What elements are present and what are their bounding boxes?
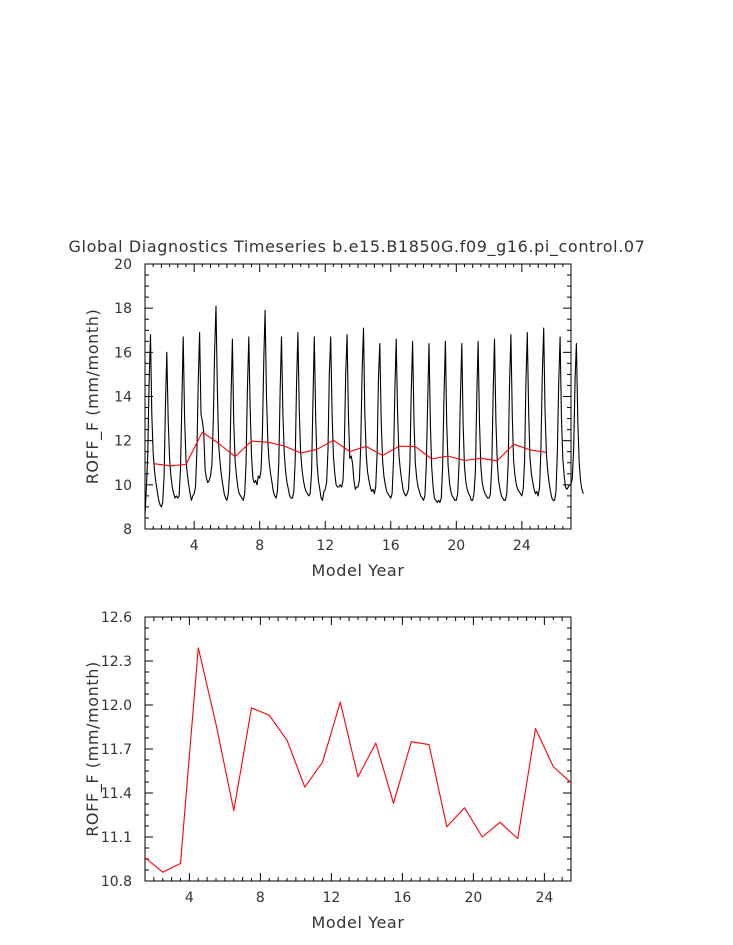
top-x-axis-label: Model Year bbox=[312, 561, 405, 580]
top-y-tick-label: 14 bbox=[114, 390, 132, 406]
bottom-x-tick-label: 4 bbox=[185, 890, 194, 906]
bottom-y-tick-label: 11.4 bbox=[101, 786, 132, 802]
top-y-tick-label: 8 bbox=[123, 522, 132, 538]
top-y-tick-label: 18 bbox=[114, 301, 132, 317]
bottom-y-tick-label: 11.7 bbox=[101, 742, 132, 758]
bottom-y-axis-label: ROFF_F (mm/month) bbox=[83, 661, 103, 837]
bottom-x-tick-label: 12 bbox=[322, 890, 340, 906]
top-y-tick-label: 12 bbox=[114, 434, 132, 450]
top-x-tick-label: 4 bbox=[190, 538, 199, 554]
bottom-series-annual-mean-line bbox=[144, 647, 572, 873]
top-x-tick-label: 20 bbox=[447, 538, 465, 554]
timeseries-chart-monthly: 4 8 12 16 20 24 8 10 12 14 16 18 20 Model Year ROFF_F … bbox=[83, 257, 584, 580]
top-series-annual-mean-line bbox=[153, 431, 547, 467]
bottom-y-tick-label: 12.0 bbox=[101, 698, 132, 714]
top-tick-marks bbox=[144, 263, 572, 530]
bottom-y-tick-label: 12.6 bbox=[101, 610, 132, 626]
bottom-y-tick-label: 11.1 bbox=[101, 830, 132, 846]
top-series-monthly-line bbox=[144, 305, 584, 516]
top-y-tick-label: 10 bbox=[114, 478, 132, 494]
bottom-y-tick-label: 12.3 bbox=[101, 654, 132, 670]
bottom-x-tick-label: 20 bbox=[464, 890, 482, 906]
bottom-x-tick-label: 24 bbox=[535, 890, 553, 906]
top-y-tick-label: 20 bbox=[114, 257, 132, 273]
top-x-tick-label: 8 bbox=[255, 538, 264, 554]
top-y-tick-label: 16 bbox=[114, 345, 132, 361]
figure-title: Global Diagnostics Timeseries b.e15.B185… bbox=[69, 237, 646, 257]
bottom-x-axis-label: Model Year bbox=[312, 913, 405, 932]
top-x-tick-label: 16 bbox=[382, 538, 400, 554]
bottom-x-tick-label: 16 bbox=[393, 890, 411, 906]
top-x-tick-label: 24 bbox=[513, 538, 531, 554]
bottom-tick-marks bbox=[145, 616, 572, 882]
timeseries-chart-annual: 4 8 12 16 20 24 10.8 11.1 11.4 11.7 12.0 12.3 12.6 Mo… bbox=[83, 610, 572, 932]
bottom-y-tick-label: 10.8 bbox=[101, 874, 132, 890]
top-x-tick-label: 12 bbox=[316, 538, 334, 554]
bottom-x-tick-label: 8 bbox=[256, 890, 265, 906]
top-y-axis-label: ROFF_F (mm/month) bbox=[83, 309, 103, 485]
bottom-plot-frame bbox=[144, 616, 572, 882]
